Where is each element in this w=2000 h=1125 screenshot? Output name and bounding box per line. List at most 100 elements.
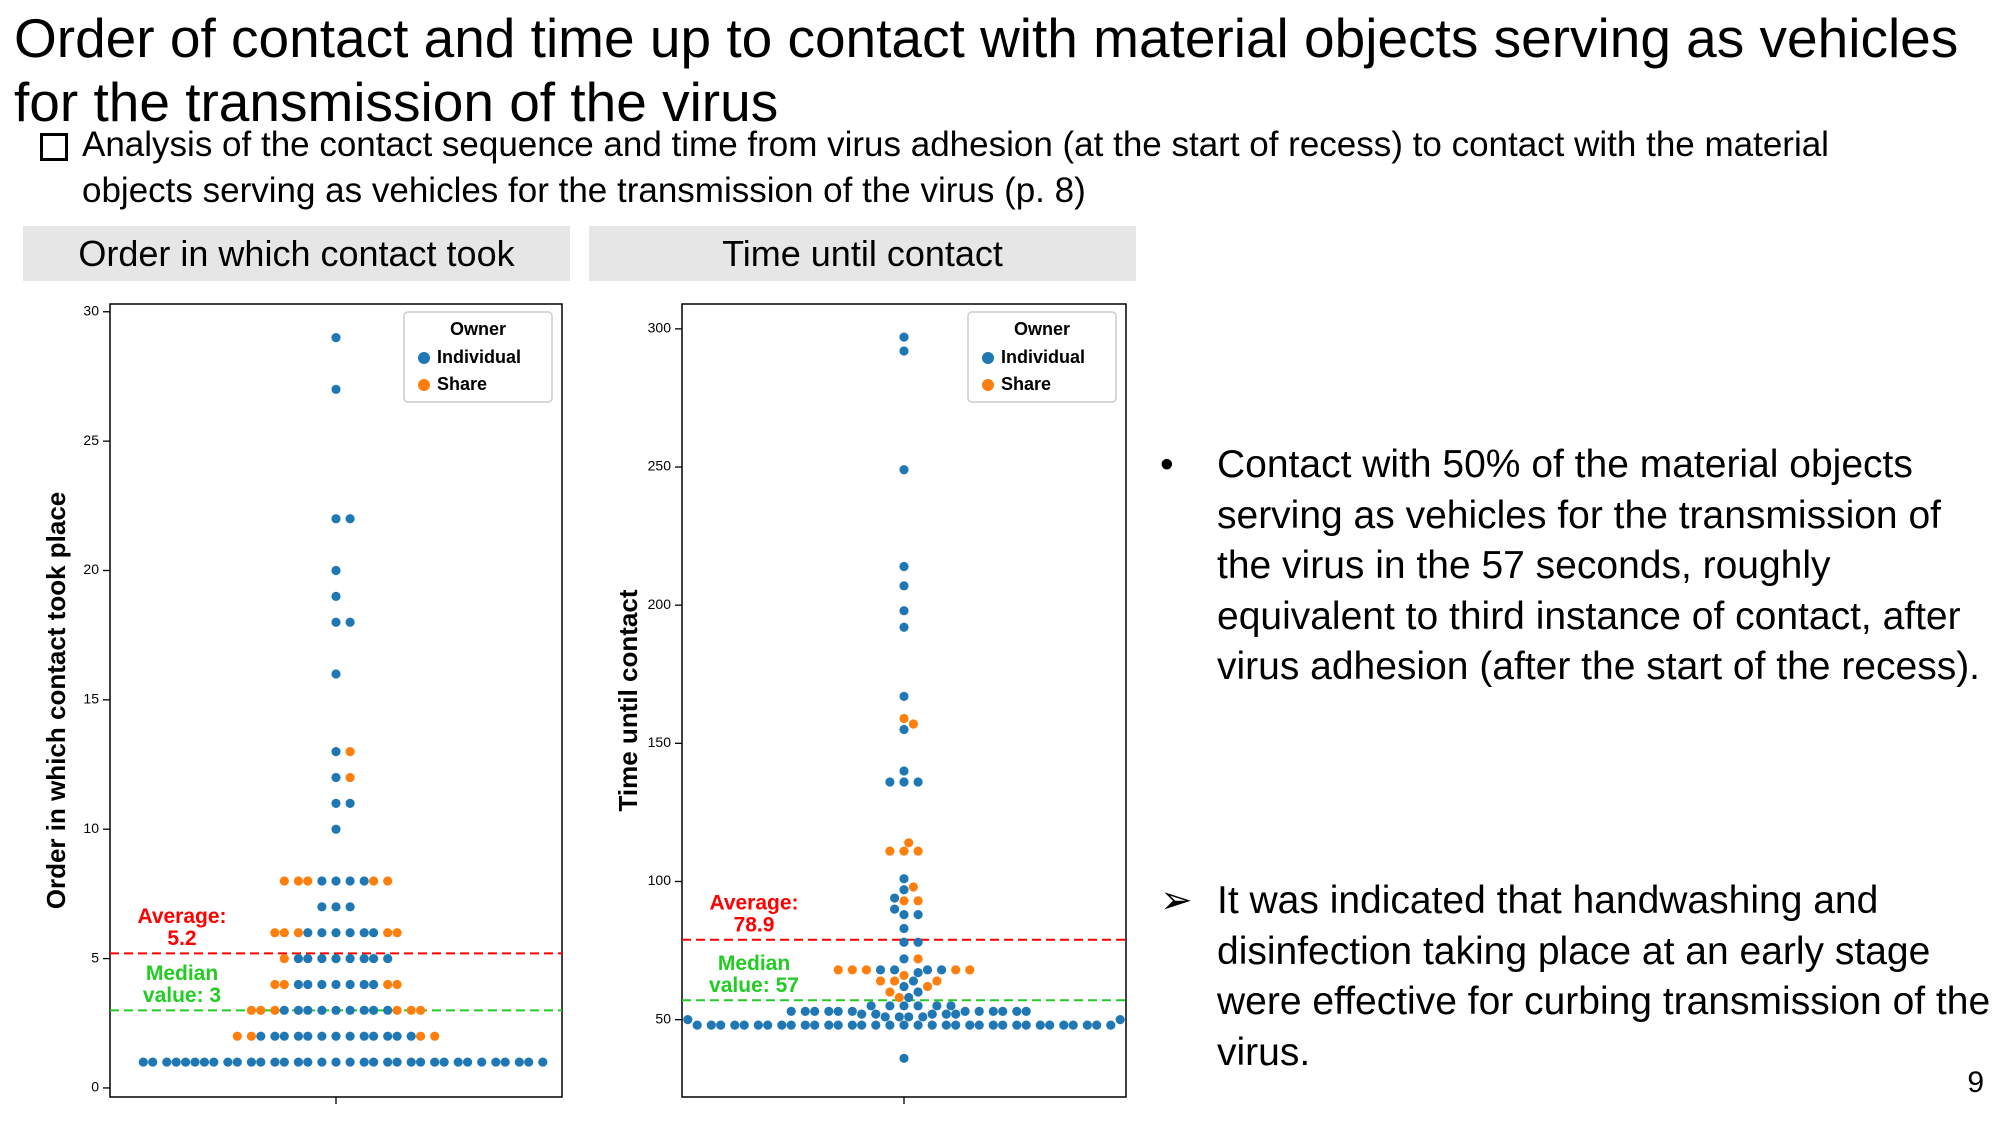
data-point bbox=[406, 1057, 416, 1067]
page-number: 9 bbox=[1967, 1066, 1984, 1099]
data-point bbox=[514, 1057, 524, 1067]
data-point bbox=[345, 617, 355, 627]
data-point bbox=[908, 882, 919, 892]
data-point bbox=[303, 928, 313, 938]
data-point bbox=[369, 876, 379, 886]
data-point bbox=[345, 928, 355, 938]
data-point bbox=[369, 1057, 379, 1067]
data-point bbox=[331, 824, 341, 834]
panel-title: Order in which contact took bbox=[23, 226, 570, 281]
data-point bbox=[383, 1005, 393, 1015]
data-point bbox=[875, 976, 886, 986]
data-point bbox=[383, 928, 393, 938]
data-point bbox=[753, 1020, 763, 1030]
data-point bbox=[763, 1020, 773, 1030]
data-point bbox=[922, 981, 933, 992]
data-point bbox=[331, 514, 341, 524]
data-point bbox=[951, 965, 961, 975]
annotation-label: value: 57 bbox=[709, 974, 799, 997]
data-point bbox=[899, 465, 909, 475]
data-point bbox=[359, 876, 369, 886]
data-point bbox=[810, 1020, 820, 1030]
data-point bbox=[369, 1005, 379, 1015]
data-point bbox=[369, 979, 379, 990]
data-point bbox=[824, 1020, 834, 1030]
data-point bbox=[383, 1031, 393, 1041]
data-point bbox=[847, 965, 857, 975]
data-point bbox=[951, 1009, 961, 1019]
data-point bbox=[293, 1057, 303, 1067]
data-point bbox=[359, 1031, 369, 1041]
data-point bbox=[960, 1006, 970, 1016]
data-point bbox=[331, 746, 341, 757]
data-point bbox=[899, 346, 909, 356]
bullet: ➢ It was indicated that handwashing and d… bbox=[1160, 876, 1997, 1078]
data-point bbox=[383, 953, 393, 964]
data-point bbox=[899, 713, 909, 724]
data-point bbox=[1045, 1020, 1055, 1030]
data-point bbox=[359, 953, 369, 964]
data-point bbox=[331, 669, 341, 679]
data-point bbox=[317, 902, 327, 912]
data-point bbox=[706, 1020, 716, 1030]
data-point bbox=[279, 1031, 289, 1041]
data-point bbox=[303, 953, 313, 964]
data-point bbox=[279, 1057, 289, 1067]
data-point bbox=[899, 885, 909, 895]
data-point bbox=[899, 981, 909, 992]
legend-box bbox=[967, 311, 1117, 403]
data-point bbox=[800, 1020, 810, 1030]
data-point bbox=[148, 1057, 158, 1067]
data-point bbox=[951, 1020, 961, 1030]
data-point bbox=[913, 896, 923, 906]
data-point bbox=[406, 1005, 416, 1015]
data-point bbox=[857, 1009, 867, 1019]
data-point bbox=[1012, 1006, 1022, 1016]
data-point bbox=[899, 1001, 909, 1011]
data-point bbox=[998, 1006, 1008, 1016]
data-point bbox=[866, 1001, 876, 1011]
data-point bbox=[716, 1020, 726, 1030]
data-point bbox=[392, 1005, 402, 1015]
data-point bbox=[1082, 1020, 1092, 1030]
data-point bbox=[861, 965, 872, 975]
y-tick-label: 300 bbox=[648, 320, 672, 336]
data-point bbox=[692, 1020, 702, 1030]
data-point bbox=[232, 1057, 242, 1067]
data-point bbox=[279, 979, 289, 990]
data-point bbox=[786, 1006, 796, 1016]
data-point bbox=[345, 1057, 355, 1067]
data-point bbox=[359, 1005, 369, 1015]
data-point bbox=[904, 838, 914, 848]
data-point bbox=[922, 965, 933, 975]
data-point bbox=[383, 979, 393, 990]
data-point bbox=[974, 1006, 984, 1016]
legend-title: Owner bbox=[450, 319, 506, 339]
data-point bbox=[885, 777, 895, 787]
y-tick-label: 30 bbox=[83, 302, 99, 318]
data-point bbox=[331, 565, 341, 576]
data-point bbox=[477, 1057, 487, 1067]
data-point bbox=[317, 876, 327, 886]
data-point bbox=[890, 976, 900, 986]
slide-title: Order of contact and time up to contact … bbox=[14, 7, 1959, 133]
data-point bbox=[453, 1057, 463, 1067]
data-point bbox=[303, 1031, 313, 1041]
data-point bbox=[908, 719, 919, 729]
data-point bbox=[317, 953, 327, 964]
data-point bbox=[331, 333, 341, 343]
data-point bbox=[345, 1031, 355, 1041]
data-point bbox=[988, 1006, 998, 1016]
data-point bbox=[199, 1057, 209, 1067]
data-point bbox=[913, 968, 923, 978]
data-point bbox=[303, 1057, 313, 1067]
annotation-label: Median bbox=[718, 952, 790, 975]
data-point bbox=[331, 772, 341, 783]
data-point bbox=[739, 1020, 749, 1030]
data-point bbox=[899, 561, 909, 572]
data-point bbox=[1068, 1020, 1078, 1030]
y-tick-label: 50 bbox=[655, 1010, 671, 1026]
data-point bbox=[303, 1005, 313, 1015]
y-tick-label: 25 bbox=[83, 432, 99, 448]
data-point bbox=[209, 1057, 219, 1067]
